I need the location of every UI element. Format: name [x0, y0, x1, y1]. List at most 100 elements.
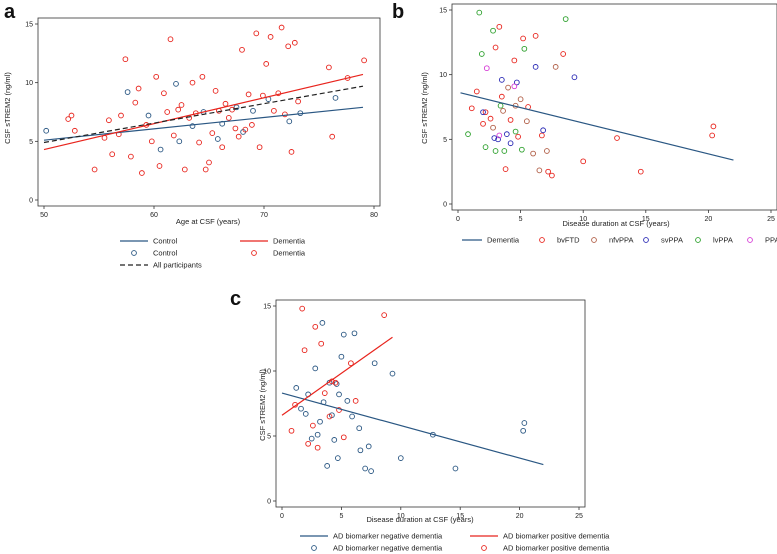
- panel-a-point: [71, 127, 78, 134]
- panel-c-fit-line: [281, 336, 393, 416]
- panel-b-point: [507, 140, 514, 147]
- panel-b-point: [562, 16, 569, 22]
- panel-a-point: [170, 132, 177, 139]
- panel-b-point: [476, 9, 483, 16]
- panel-b-point: [502, 166, 509, 172]
- panel-b-point: [501, 148, 508, 154]
- panel-a-legend-marker: [251, 250, 257, 256]
- panel-b-legend-marker: [591, 237, 597, 243]
- panel-c-legend-label: AD biomarker negative dementia: [333, 544, 443, 553]
- panel-b-point: [497, 102, 504, 109]
- panel-b-point: [637, 168, 644, 175]
- panel-b-point: [511, 83, 518, 90]
- panel-a-point: [225, 115, 232, 121]
- panel-a-point: [256, 144, 263, 151]
- panel-c-ytick-label: 10: [263, 369, 271, 376]
- panel-b-point: [520, 35, 526, 42]
- panel-b-legend-label: svPPA: [661, 236, 683, 245]
- panel-b-point: [482, 144, 489, 150]
- panel-b-legend-label: Dementia: [487, 236, 520, 245]
- panel-a-point: [65, 116, 72, 122]
- panel-a-point: [361, 57, 367, 64]
- panel-b-point: [492, 44, 499, 51]
- panel-b-point: [519, 146, 525, 153]
- panel-b-point: [552, 64, 559, 70]
- panel-a-fit-line: [43, 85, 364, 144]
- panel-a-point: [139, 170, 145, 176]
- panel-b-plot-frame: [451, 3, 777, 211]
- panel-b-point: [571, 74, 578, 81]
- panel-a-point: [43, 127, 50, 134]
- panel-b-point: [512, 128, 519, 135]
- panel-c-xtick-label: 0: [280, 513, 284, 520]
- panel-c-point: [301, 347, 308, 354]
- panel-c-ytick-label: 5: [267, 434, 271, 441]
- panel-b-fit-line: [460, 92, 734, 161]
- panel-c-point: [356, 425, 363, 432]
- panel-a-point: [167, 36, 174, 43]
- panel-c-point: [348, 360, 354, 367]
- panel-a-point: [267, 34, 274, 40]
- panel-b-ytick-label: 5: [443, 137, 447, 144]
- panel-b-point: [480, 120, 486, 127]
- panel-b-point: [500, 108, 506, 114]
- panel-a-point: [124, 89, 131, 95]
- panel-b-point: [483, 65, 490, 72]
- panel-a-legend-label: Control: [153, 249, 178, 258]
- panel-c-ytick-label: 0: [267, 499, 271, 506]
- panel-b-point: [560, 51, 567, 57]
- panel-a-point: [285, 43, 292, 50]
- panel-b-xtick-label: 20: [705, 216, 713, 223]
- panel-c-point: [352, 398, 359, 404]
- panel-b-ytick-label: 0: [443, 202, 447, 209]
- panel-c-legend-label: AD biomarker positive dementia: [503, 532, 610, 541]
- panel-c-ylabel: CSF sTREM2 (ng/ml): [258, 369, 267, 441]
- panel-b-point: [513, 79, 520, 86]
- panel-b-point: [491, 135, 498, 141]
- panel-c-point: [318, 340, 325, 347]
- panel-b-xtick-label: 0: [456, 216, 460, 223]
- panel-c-point: [336, 391, 342, 398]
- panel-a-xtick-label: 50: [40, 212, 48, 219]
- panel-c-point: [332, 379, 339, 386]
- panel-a-point: [145, 112, 152, 119]
- panel-c-point: [357, 447, 364, 454]
- panel-a-point: [156, 163, 163, 169]
- panel-c-point: [312, 323, 319, 330]
- panel-a-point: [288, 149, 295, 155]
- panel-c-point: [338, 353, 345, 360]
- panel-b-point: [487, 115, 494, 122]
- panel-c-point: [331, 437, 338, 443]
- panel-a-point: [157, 146, 164, 153]
- panel-b-point: [498, 76, 505, 83]
- panel-b-point: [492, 148, 499, 154]
- panel-b-point: [544, 148, 550, 154]
- panel-a-point: [202, 166, 209, 173]
- panel-b-point: [490, 27, 496, 34]
- panel-a-point: [132, 99, 139, 106]
- panel-c-point: [324, 463, 330, 469]
- panel-a-point: [161, 90, 167, 97]
- panel-b-point: [536, 167, 543, 174]
- panel-c-point: [314, 444, 321, 451]
- panel-c-legend-label: AD biomarker negative dementia: [333, 532, 443, 541]
- panel-c-point: [452, 465, 459, 472]
- panel-a-point: [332, 95, 339, 101]
- panel-c-xtick-label: 10: [397, 513, 405, 520]
- panel-c-xtick-label: 15: [456, 513, 464, 520]
- panel-a-point: [128, 153, 134, 160]
- panel-c-point: [340, 434, 347, 441]
- panel-a-ytick-label: 5: [29, 139, 33, 146]
- panel-a-xtick-label: 60: [150, 212, 158, 219]
- panel-b-point: [496, 23, 503, 30]
- panel-a-ytick-label: 15: [25, 22, 33, 29]
- panel-c-point: [389, 370, 396, 377]
- panel-c-fit-line: [281, 392, 544, 466]
- panel-c: Disease duration at CSF (years) CSF sTRE…: [258, 299, 610, 553]
- panel-b-point: [545, 168, 551, 175]
- panel-a-fit-line: [43, 106, 364, 141]
- panel-c-ytick-label: 15: [263, 304, 271, 311]
- panel-c-plot-frame: [275, 299, 586, 508]
- panel-a-ytick-label: 0: [29, 198, 33, 205]
- panel-b: Disease duration at CSF (years) CSF sTRE…: [420, 3, 777, 245]
